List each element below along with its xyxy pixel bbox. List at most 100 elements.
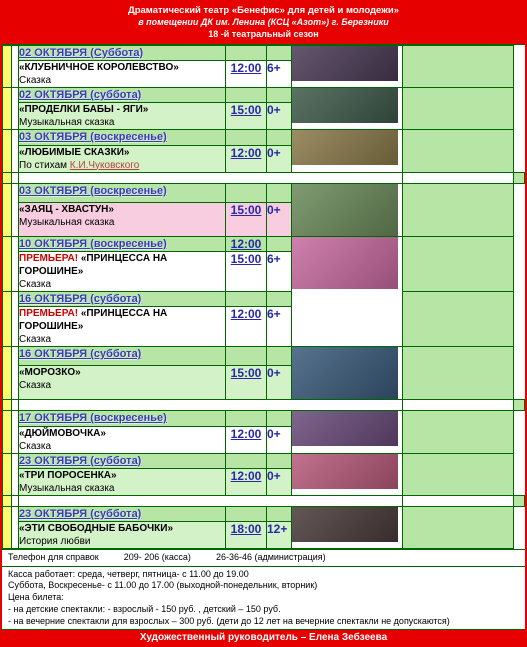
hours-2: Суббота, Воскресенье- с 11.00 до 17.00 (… [8, 580, 519, 592]
time-top [226, 183, 267, 202]
event-age: 0+ [267, 366, 292, 400]
price-1: - на детские спектакли: - взрослый - 150… [8, 604, 519, 616]
phone-admin: 26-36-46 (администрация) [216, 552, 326, 562]
event-date: 10 ОКТЯБРЯ (воскресенье) [19, 236, 226, 251]
event-genre: Сказка [19, 441, 51, 452]
price-2: - на вечерние спектакли для взрослых – 3… [8, 616, 519, 628]
event-age: 0+ [267, 145, 292, 172]
event-body: ПРЕМЬЕРА! «ПРИНЦЕССА НА ГОРОШИНЕ»Сказка [19, 251, 226, 291]
event-body: «ПРОДЕЛКИ БАБЫ - ЯГИ» Музыкальная сказка [19, 103, 226, 130]
age-top [267, 130, 292, 145]
event-genre: Сказка [19, 334, 51, 345]
event-genre: Музыкальная сказка [19, 217, 114, 228]
event-genre: Музыкальная сказка [19, 483, 114, 494]
event-thumbnail [292, 347, 403, 400]
event-time: 12:00 [226, 426, 267, 453]
event-thumbnail [292, 236, 403, 347]
event-author: К.И.Чуковского [70, 160, 140, 171]
event-thumbnail [292, 130, 403, 172]
time-top [226, 45, 267, 60]
event-age: 6+ [267, 307, 292, 347]
event-title: «ЛЮБИМЫЕ СКАЗКИ» [19, 147, 130, 158]
age-top [267, 347, 292, 366]
event-body: «ЛЮБИМЫЕ СКАЗКИ» По стихам К.И.Чуковского [19, 145, 226, 172]
event-date: 02 ОКТЯБРЯ (Суббота) [19, 45, 226, 60]
event-time: 12:00 [226, 307, 267, 347]
event-date: 02 ОКТЯБРЯ (суббота) [19, 88, 226, 103]
event-body: «ЭТИ СВОБОДНЫЕ БАБОЧКИ» История любви [19, 522, 226, 549]
event-genre: Сказка [19, 279, 51, 290]
age-top [267, 506, 292, 521]
header-season: 18 -й театральный сезон [2, 29, 525, 41]
age-top [267, 236, 292, 251]
footer-phones: Телефон для справок 209- 206 (касса) 26-… [2, 549, 525, 566]
phone-label: Телефон для справок [8, 552, 99, 562]
event-age: 0+ [267, 202, 292, 236]
event-thumbnail [292, 411, 403, 453]
time-top [226, 291, 267, 306]
event-title: «КЛУБНИЧНОЕ КОРОЛЕВСТВО» [19, 62, 179, 73]
event-age: 0+ [267, 468, 292, 495]
event-title: «ПРОДЕЛКИ БАБЫ - ЯГИ» [19, 104, 148, 115]
poster-frame: Драматический театр «Бенефис» для детей … [0, 0, 527, 647]
age-top [267, 45, 292, 60]
age-top [267, 88, 292, 103]
event-age: 6+ [267, 61, 292, 88]
event-date: 16 ОКТЯБРЯ (суббота) [19, 291, 226, 306]
event-genre: Сказка [19, 75, 51, 86]
event-date: 17 ОКТЯБРЯ (воскресенье) [19, 411, 226, 426]
event-age: 12+ [267, 522, 292, 549]
event-time: 12:00 [226, 145, 267, 172]
event-age: 0+ [267, 426, 292, 453]
event-body: «ДЮЙМОВОЧКА» Сказка [19, 426, 226, 453]
event-date: 03 ОКТЯБРЯ (воскресенье) [19, 130, 226, 145]
event-thumbnail [292, 506, 403, 548]
event-time: 15:00 [226, 103, 267, 130]
event-thumbnail [292, 183, 403, 236]
time-top [226, 411, 267, 426]
hours-1: Касса работает: среда, четверг, пятница-… [8, 569, 519, 581]
event-age: 6+ [267, 251, 292, 291]
schedule-table: 02 ОКТЯБРЯ (Суббота)«КЛУБНИЧНОЕ КОРОЛЕВС… [2, 45, 525, 549]
event-title: «ЗАЯЦ - ХВАСТУН» [19, 204, 114, 215]
age-top [267, 183, 292, 202]
event-genre: Сказка [19, 380, 51, 391]
event-time: 12:00 [226, 61, 267, 88]
premiere-label: ПРЕМЬЕРА! [19, 253, 78, 264]
time-top [226, 453, 267, 468]
header: Драматический театр «Бенефис» для детей … [2, 2, 525, 45]
age-top [267, 291, 292, 306]
event-body: ПРЕМЬЕРА! «ПРИНЦЕССА НА ГОРОШИНЕ» Сказка [19, 307, 226, 347]
premiere-label: ПРЕМЬЕРА! [19, 308, 78, 319]
event-thumbnail [292, 453, 403, 495]
event-time: 15:00 [226, 251, 267, 291]
event-genre: Музыкальная сказка [19, 117, 114, 128]
footer-director: Художественный руководитель – Елена Зебз… [2, 629, 525, 645]
time-top [226, 347, 267, 366]
event-time: 12:00 [226, 468, 267, 495]
age-top [267, 411, 292, 426]
event-date: 23 ОКТЯБРЯ (суббота) [19, 453, 226, 468]
event-date: 16 ОКТЯБРЯ (суббота) [19, 347, 226, 366]
time-top [226, 506, 267, 521]
time-top [226, 130, 267, 145]
event-genre-prefix: По стихам [19, 160, 70, 171]
event-genre: История любви [19, 536, 91, 547]
phone-kassa: 209- 206 (касса) [124, 552, 191, 562]
event-time: 18:00 [226, 522, 267, 549]
time-top [226, 88, 267, 103]
event-body: «ЗАЯЦ - ХВАСТУН» Музыкальная сказка [19, 202, 226, 236]
footer-hours: Касса работает: среда, четверг, пятница-… [2, 566, 525, 629]
event-body: «МОРОЗКО» Сказка [19, 366, 226, 400]
age-top [267, 453, 292, 468]
event-body: «КЛУБНИЧНОЕ КОРОЛЕВСТВО» Сказка [19, 61, 226, 88]
event-age: 0+ [267, 103, 292, 130]
event-title: «ЭТИ СВОБОДНЫЕ БАБОЧКИ» [19, 523, 173, 534]
price-label: Цена билета: [8, 592, 519, 604]
header-title: Драматический театр «Бенефис» для детей … [2, 5, 525, 17]
event-date: 23 ОКТЯБРЯ (суббота) [19, 506, 226, 521]
header-venue: в помещении ДК им. Ленина (КСЦ «Азот») г… [2, 17, 525, 29]
event-title: «ТРИ ПОРОСЕНКА» [19, 470, 117, 481]
event-body: «ТРИ ПОРОСЕНКА» Музыкальная сказка [19, 468, 226, 495]
event-time: 15:00 [226, 202, 267, 236]
